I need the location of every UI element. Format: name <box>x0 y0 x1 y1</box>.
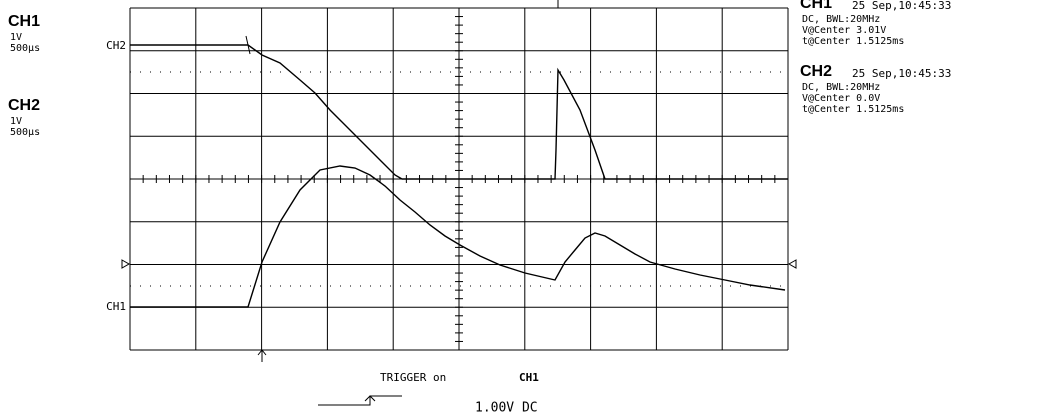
trigger-level: 1.00V DC <box>475 401 538 414</box>
info-name: CH2 <box>800 63 832 80</box>
ch2-volts: 1V <box>10 116 22 127</box>
ch1-name: CH1 <box>8 13 40 30</box>
info-v: V@Center 3.01V <box>802 25 886 36</box>
ch1-volts: 1V <box>10 32 22 43</box>
trigger-source: CH1 <box>519 371 539 384</box>
info-t: t@Center 1.5125ms <box>802 36 904 47</box>
info-v: V@Center 0.0V <box>802 93 880 104</box>
ch2-trace <box>130 44 788 180</box>
ch1-trace <box>130 165 786 308</box>
info-t: t@Center 1.5125ms <box>802 104 904 115</box>
level-marker <box>787 259 797 269</box>
trigger-marker <box>257 349 267 362</box>
ch1-time: 500μs <box>10 43 40 54</box>
trigger-symbol <box>318 395 402 406</box>
trigger-text: TRIGGER on <box>380 371 446 384</box>
ch2-name: CH2 <box>8 97 40 114</box>
trace-label: CH2 <box>106 39 126 52</box>
info-date: 25 Sep,10:45:33 <box>852 67 951 80</box>
trace-label: CH1 <box>106 300 126 313</box>
level-marker <box>121 259 131 269</box>
info-name: CH1 <box>800 0 832 12</box>
ch2-time: 500μs <box>10 127 40 138</box>
info-coupling: DC, BWL:20MHz <box>802 14 880 25</box>
info-coupling: DC, BWL:20MHz <box>802 82 880 93</box>
graticule <box>129 7 789 351</box>
info-date: 25 Sep,10:45:33 <box>852 0 951 12</box>
cursor <box>245 35 251 55</box>
